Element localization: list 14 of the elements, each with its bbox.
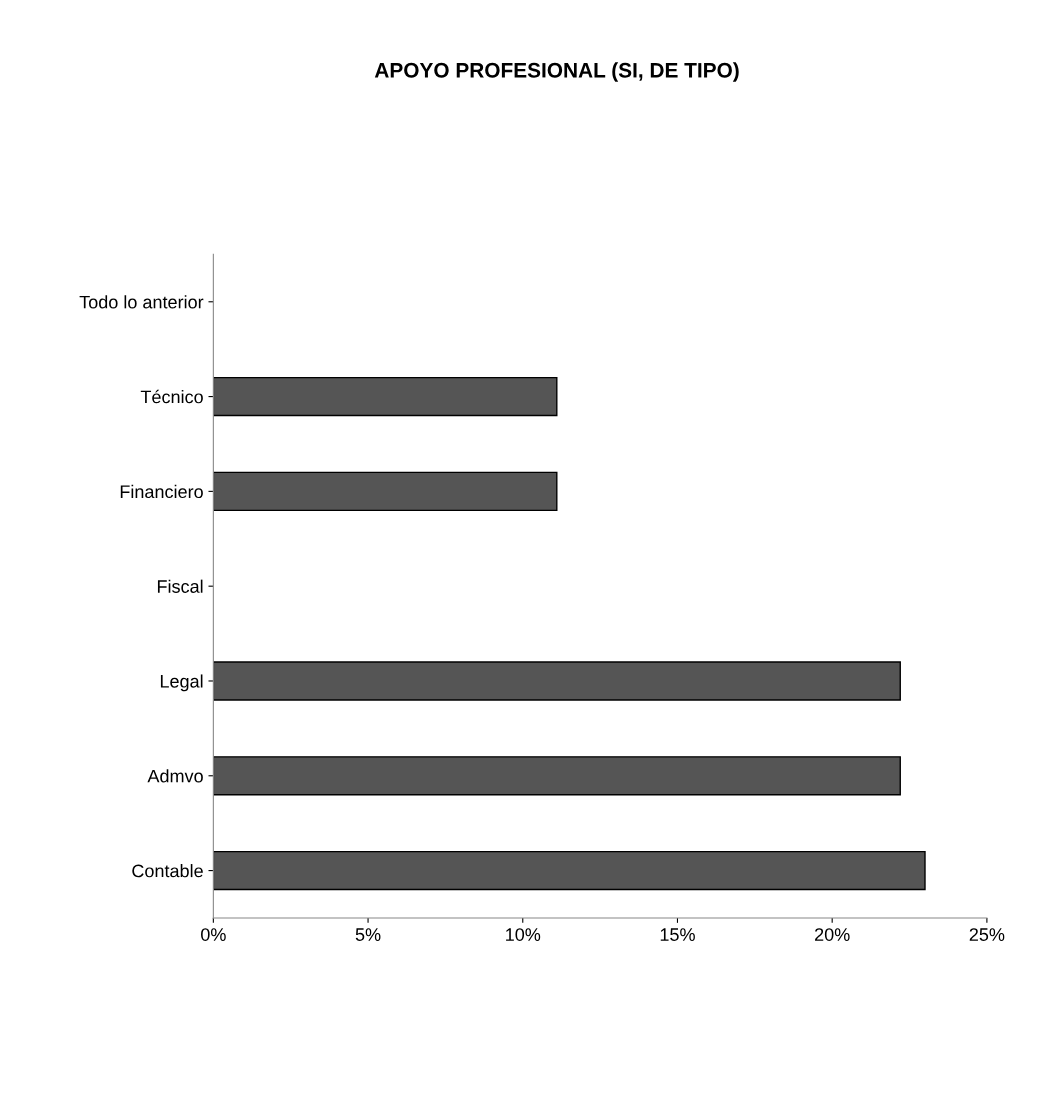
y-tick-label: Legal bbox=[160, 674, 203, 692]
x-tick-label: 15% bbox=[660, 928, 695, 941]
x-tick-label: 5% bbox=[355, 928, 381, 941]
y-tick-label: Todo lo anterior bbox=[79, 295, 204, 309]
y-tick-label: Contable bbox=[132, 864, 203, 878]
chart-title: APOYO PROFESIONAL (SI, DE TIPO) bbox=[374, 62, 739, 82]
x-tick-label: 20% bbox=[815, 928, 850, 941]
x-tick-label: 25% bbox=[969, 928, 1005, 941]
y-tick-label: Técnico bbox=[140, 389, 203, 404]
x-tick-label: 0% bbox=[201, 928, 226, 941]
x-tick-label: 10% bbox=[506, 928, 541, 941]
y-tick-label: Admvo bbox=[147, 769, 203, 783]
y-tick-label: Fiscal bbox=[157, 579, 203, 593]
y-tick-label: Financiero bbox=[120, 484, 203, 499]
